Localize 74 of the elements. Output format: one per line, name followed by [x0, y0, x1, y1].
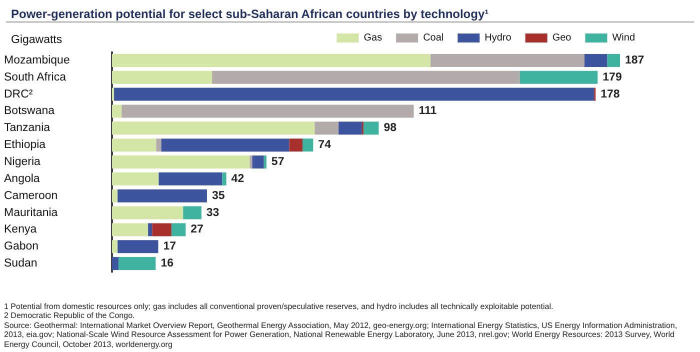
y-tick-label: Cameroon: [4, 190, 58, 202]
bar: [112, 189, 118, 202]
bar: [212, 70, 520, 84]
y-tick-label: Kenya: [4, 224, 38, 236]
bar: [264, 156, 266, 168]
source-note: Source: Geothermal: International Market Overview Report, Geothermal Energy Association, May 2012, geo-energy.org; International Energy Statistics, US Energy Information Administration, 2013, eia.gov; National-Scale Wind Resource Assessment for Power Generation, National Renewable Energy Laboratory, June 2013, nrel.gov; World Energy Resources: 2013 Survey, World Energy Council, October 2013, worldenergy.org: [4, 320, 678, 349]
chart-subtitle: Gigawatts: [11, 34, 62, 46]
y-tick-label: Ethiopia: [4, 139, 46, 152]
bar: [112, 172, 159, 186]
annotation: 98: [384, 122, 398, 134]
bar: [314, 122, 339, 135]
annotation: 111: [418, 105, 438, 118]
y-tick-label: Tanzania: [4, 122, 51, 134]
legend-label: Hydro: [484, 32, 512, 44]
annotation: 57: [271, 156, 284, 168]
y-tick-label: Mozambique: [4, 54, 70, 66]
bar: [158, 172, 222, 186]
bar: [118, 257, 156, 270]
text: 1 Potential from domestic resources only; gas includes all conventional proven/speculative reserves, and hydro includes all technically exploitable potential.: [4, 302, 554, 311]
y-tick-label: Sudan: [4, 258, 38, 270]
bar: [112, 156, 250, 168]
annotation: 187: [625, 54, 644, 66]
legend-label: Coal: [423, 32, 444, 44]
bar: [112, 122, 315, 135]
y-tick-label: Mauritania: [4, 206, 58, 219]
y-tick-label: Gabon: [4, 240, 39, 253]
bar: [338, 122, 362, 135]
bar: [112, 138, 156, 152]
bar: [118, 189, 207, 202]
bar: [114, 88, 594, 101]
y-tick-label: Nigeria: [4, 156, 42, 168]
bar: [430, 54, 584, 67]
text: 2 Democratic Republic of the Congo.: [4, 311, 136, 320]
annotation: 35: [212, 190, 226, 202]
bar: [112, 240, 118, 254]
bar: [112, 257, 119, 270]
bar: [152, 223, 172, 236]
bar: [112, 54, 431, 67]
bar: [222, 172, 226, 186]
y-tick-label: South Africa: [4, 71, 67, 84]
annotation: 178: [600, 88, 620, 100]
bar: [607, 54, 620, 67]
annotation: 33: [206, 206, 220, 219]
bar: [112, 206, 184, 220]
y-tick-label: Botswana: [4, 105, 56, 118]
bar: [112, 104, 122, 118]
annotation: 74: [318, 139, 332, 152]
legend-label: Geo: [552, 32, 572, 44]
bar: [584, 54, 608, 67]
bar: [252, 156, 264, 168]
bar: [118, 240, 158, 254]
annotation: 27: [190, 224, 204, 236]
bar: [156, 138, 162, 152]
bar: [302, 138, 314, 152]
y-tick-label: DRC²: [4, 88, 33, 100]
bar: [520, 70, 598, 84]
legend-label: Wind: [612, 32, 636, 44]
bar: [112, 223, 148, 236]
annotation: 179: [602, 71, 622, 84]
bar: [148, 223, 152, 236]
chart-title: Power-generation potential for select sub-Saharan African countries by technology¹: [11, 7, 489, 21]
bar: [112, 70, 212, 84]
annotation: 17: [163, 240, 176, 253]
bar: [183, 206, 202, 220]
annotation: 16: [160, 258, 174, 270]
bar: [122, 104, 414, 118]
bar: [161, 138, 290, 152]
legend-label: Gas: [364, 32, 382, 44]
bar: [289, 138, 302, 152]
bar: [363, 122, 379, 135]
annotation: 42: [231, 172, 244, 185]
bar: [250, 156, 252, 168]
y-tick-label: Angola: [4, 172, 40, 185]
bar: [171, 223, 186, 236]
